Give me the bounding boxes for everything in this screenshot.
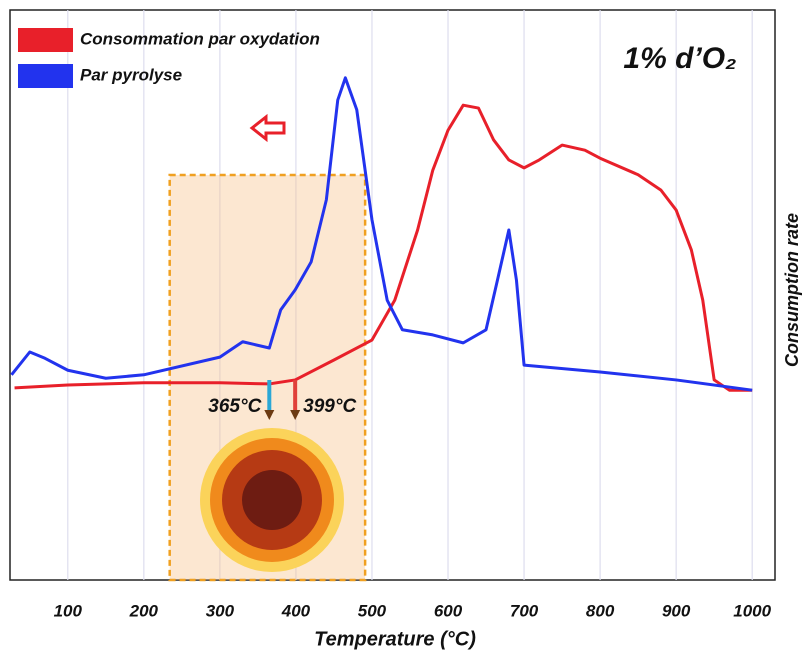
x-tick-label: 200 bbox=[129, 601, 159, 620]
shift-arrow bbox=[249, 113, 286, 143]
x-tick-label: 500 bbox=[358, 601, 387, 620]
legend-label: Consommation par oxydation bbox=[80, 29, 320, 48]
annotation-arrowhead bbox=[290, 410, 301, 420]
x-tick-label: 900 bbox=[662, 601, 691, 620]
legend: Consommation par oxydation Par pyrolyse bbox=[18, 28, 320, 88]
x-tick-label: 800 bbox=[586, 601, 615, 620]
x-tick-label: 300 bbox=[206, 601, 235, 620]
x-tick-label: 100 bbox=[54, 601, 83, 620]
series bbox=[10, 76, 753, 392]
x-tick-label: 1000 bbox=[733, 601, 771, 620]
chart-title: 1% d’O₂ bbox=[623, 42, 736, 75]
legend-swatch bbox=[18, 28, 73, 52]
legend-label: Par pyrolyse bbox=[80, 65, 182, 84]
annotation-arrowhead bbox=[264, 410, 275, 420]
annotation-label: 399°C bbox=[303, 396, 356, 417]
grid bbox=[67, 10, 753, 580]
particle-icon bbox=[200, 428, 344, 572]
annotation-label: 365°C bbox=[208, 396, 261, 417]
annotations: 365°C 399°C bbox=[208, 380, 356, 420]
y-axis-title: Consumption rate bbox=[782, 213, 802, 367]
plot-frame bbox=[9, 9, 776, 581]
x-tick-label: 700 bbox=[510, 601, 539, 620]
x-tick-label: 600 bbox=[434, 601, 463, 620]
x-tick-label: 400 bbox=[281, 601, 311, 620]
legend-swatch bbox=[18, 64, 73, 88]
series-line bbox=[10, 76, 753, 392]
series-line bbox=[14, 103, 753, 392]
x-axis-title: Temperature (°C) bbox=[314, 628, 476, 650]
